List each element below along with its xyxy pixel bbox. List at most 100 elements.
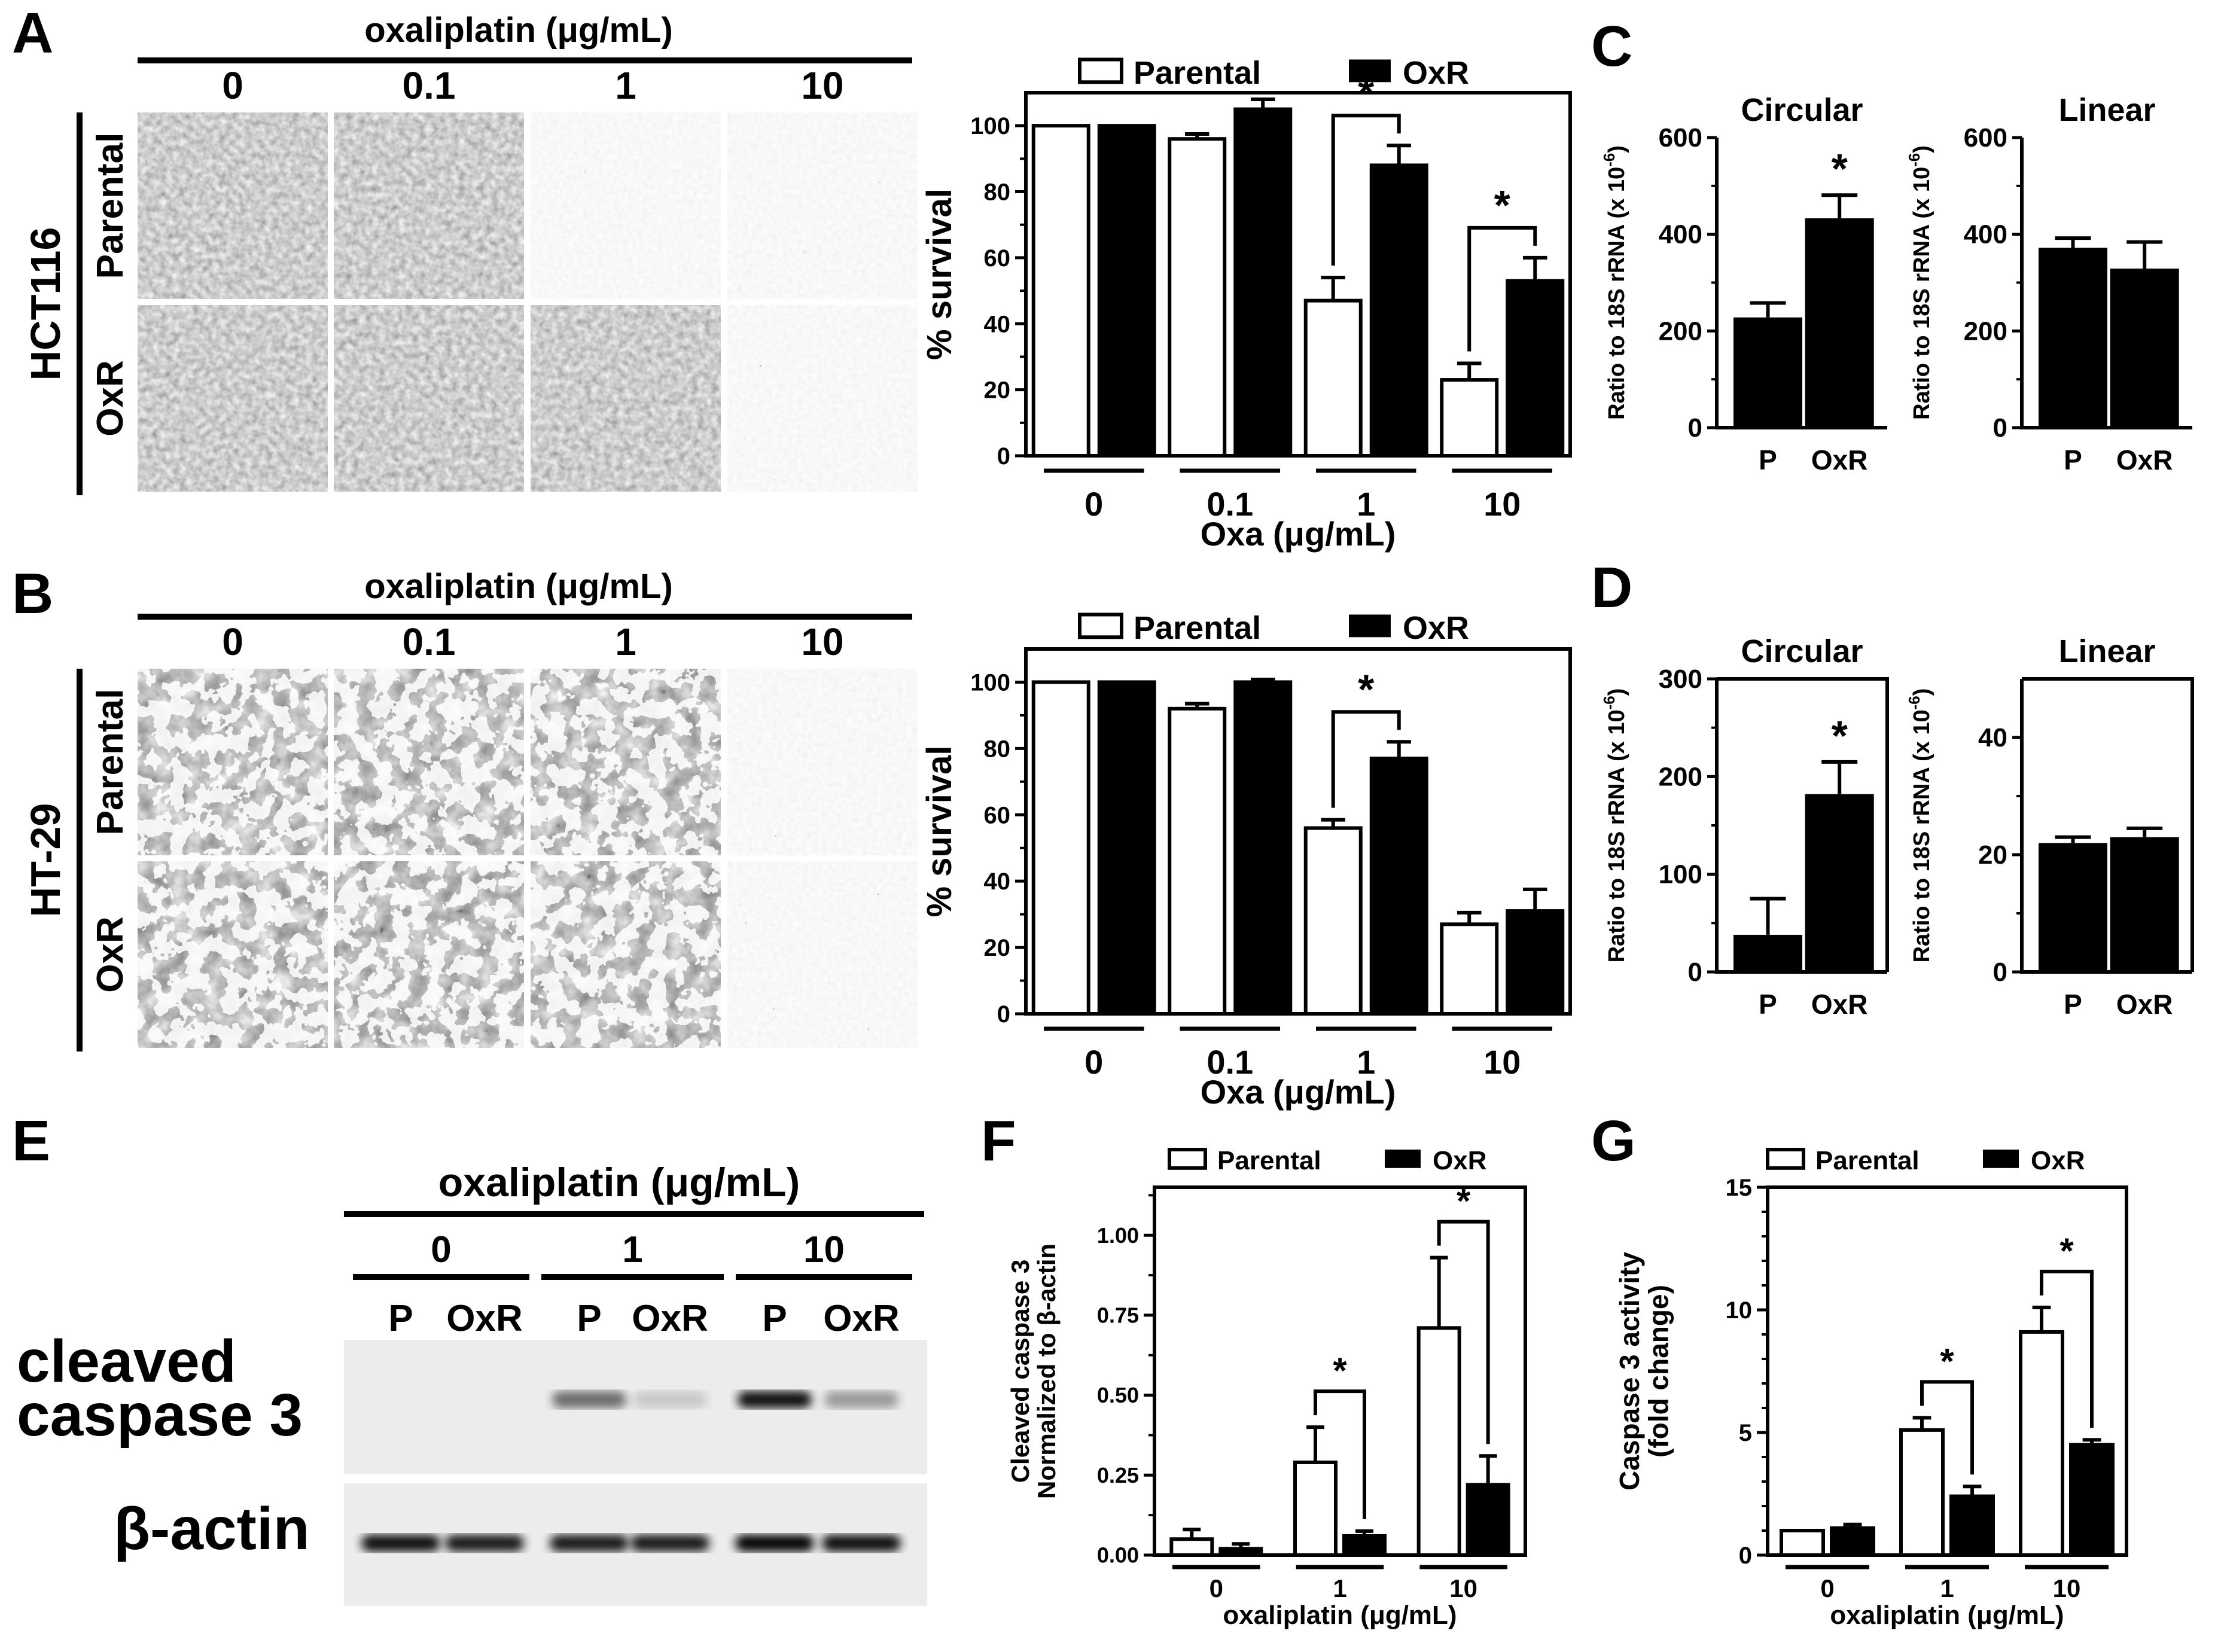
chart-c-linear: Linear 0 200 400 600 Ratio to 18S rRNA (x 10-… xyxy=(1905,92,2192,476)
x-category-label: OxR xyxy=(1811,444,1868,476)
micrograph-column-label: 10 xyxy=(801,64,843,107)
micrograph-image xyxy=(138,861,328,1048)
blot-band-cleaved-caspase xyxy=(824,1391,898,1408)
x-category-label: 1 xyxy=(1357,485,1375,523)
bar-parental xyxy=(1168,137,1227,458)
x-category-label: 0 xyxy=(1820,1574,1834,1602)
blot-lane-label: OxR xyxy=(823,1298,899,1339)
blot-header-line xyxy=(344,1211,924,1217)
y-axis-label-line1: Caspase 3 activity xyxy=(1614,1252,1645,1491)
plot-frame xyxy=(1153,1185,1527,1557)
bar-parental xyxy=(1780,1529,1825,1557)
significance-bracket xyxy=(1920,1380,1974,1475)
bar-parental xyxy=(1031,124,1090,458)
chart-title: Linear xyxy=(2058,633,2155,669)
y-tick-label: 400 xyxy=(1659,220,1702,249)
bar-parental xyxy=(1899,1428,1945,1557)
significance-bracket xyxy=(1314,1389,1366,1519)
micrograph-header: oxaliplatin (μg/mL) xyxy=(364,11,673,50)
micrograph-column-label: 10 xyxy=(801,620,843,663)
micrograph-image xyxy=(531,669,721,855)
micrograph-column-label: 1 xyxy=(615,64,636,107)
y-tick-label: 40 xyxy=(1978,723,2007,752)
bar-oxr xyxy=(1369,163,1428,458)
legend-swatch-parental xyxy=(1078,57,1123,84)
x-category-label: 10 xyxy=(1449,1574,1477,1602)
bar-parental xyxy=(2019,1330,2064,1557)
bar xyxy=(2039,843,2107,972)
y-tick-label: 1.00 xyxy=(1097,1223,1139,1248)
x-category-label: 0 xyxy=(1084,485,1103,523)
y-tick-label: 0 xyxy=(1993,413,2007,443)
cell-line-bar xyxy=(77,669,83,1051)
significance-star: * xyxy=(1832,712,1848,759)
plot-frame xyxy=(2022,677,2194,972)
significance-bracket xyxy=(1331,114,1401,266)
blot-band-cleaved-caspase xyxy=(738,1391,812,1408)
bar-parental xyxy=(1303,298,1363,458)
blot-band-cleaved-caspase xyxy=(633,1391,707,1408)
legend-swatch-oxr xyxy=(1385,1150,1421,1168)
x-category-label: P xyxy=(2064,989,2082,1020)
blot-lane-label: P xyxy=(762,1298,787,1339)
bar xyxy=(2039,248,2107,428)
y-tick-label: 600 xyxy=(1964,123,2007,153)
legend-swatch-oxr xyxy=(1983,1150,2019,1168)
cell-line-bar xyxy=(77,112,83,495)
significance-star: * xyxy=(2059,1231,2074,1271)
x-category-label: OxR xyxy=(2116,444,2173,476)
significance-star: * xyxy=(1457,1181,1471,1221)
blot-band-cleaved-caspase xyxy=(552,1391,626,1408)
y-axis-label-line2: (fold change) xyxy=(1643,1285,1674,1458)
y-tick-label: 0.75 xyxy=(1097,1303,1139,1328)
blot-dose-underline xyxy=(353,1274,529,1280)
plot-frame xyxy=(1717,677,1889,972)
blot-band-beta-actin xyxy=(735,1535,814,1552)
bar xyxy=(1733,934,1802,972)
bar-oxr xyxy=(1949,1494,1995,1557)
y-tick-label: 0 xyxy=(1688,413,1702,443)
legend-label-oxr: OxR xyxy=(1403,55,1469,91)
bar-oxr xyxy=(1097,680,1156,1016)
y-axis-label: % survival xyxy=(920,746,959,918)
y-tick-label: 80 xyxy=(984,736,1011,762)
micrograph-image xyxy=(138,305,328,492)
bar-oxr xyxy=(1342,1534,1387,1557)
panel-letter-f: F xyxy=(981,1109,1016,1173)
significance-star: * xyxy=(1832,145,1848,192)
chart-d-circular: Circular 0 100 200 300 Ratio to 18S rRNA (x 1… xyxy=(1600,633,1889,1020)
blot-lane-label: P xyxy=(388,1298,413,1339)
y-axis-label: Ratio to 18S rRNA (x 10-6) xyxy=(1905,688,1934,963)
micrograph-row-label: Parental xyxy=(90,133,131,279)
micrograph-header-line xyxy=(138,614,912,620)
bar-oxr xyxy=(1218,1547,1263,1557)
micrograph-image xyxy=(531,305,721,492)
blot-band-beta-actin xyxy=(361,1535,440,1552)
legend-label-parental: Parental xyxy=(1815,1146,1920,1175)
legend-swatch-parental xyxy=(1766,1148,1805,1170)
bar-oxr xyxy=(1830,1526,1875,1557)
micrograph-image xyxy=(334,112,524,299)
legend-label-oxr: OxR xyxy=(1433,1146,1486,1175)
y-tick-label: 0.25 xyxy=(1097,1463,1139,1488)
x-category-label: 0 xyxy=(1209,1574,1223,1602)
chart-f-cleaved-caspase: Parental OxR 0.00 0.25 0.50 0.75 1.00 Cleaved c… xyxy=(1006,1146,1527,1630)
bar-parental xyxy=(1440,922,1499,1016)
blot-band-beta-actin xyxy=(630,1535,709,1552)
y-tick-label: 100 xyxy=(1659,860,1702,889)
y-tick-label: 40 xyxy=(984,311,1011,337)
micrograph-image xyxy=(531,112,721,299)
blot-dose-label: 10 xyxy=(803,1229,845,1270)
panel-letter-d: D xyxy=(1591,556,1632,620)
bar-oxr xyxy=(1097,124,1156,458)
y-tick-label: 15 xyxy=(1726,1175,1753,1201)
chart-title: Linear xyxy=(2058,92,2155,128)
chart-c-circular: Circular 0 200 400 600 Ratio to 18S rRNA (x 1… xyxy=(1600,92,1887,476)
legend-swatch-oxr xyxy=(1349,59,1391,83)
bar-oxr xyxy=(1233,680,1293,1016)
micrograph-image xyxy=(334,861,524,1048)
micrograph-column-label: 0 xyxy=(222,64,243,107)
bar xyxy=(1805,794,1874,972)
y-axis-label: Ratio to 18S rRNA (x 10-6) xyxy=(1600,688,1629,963)
